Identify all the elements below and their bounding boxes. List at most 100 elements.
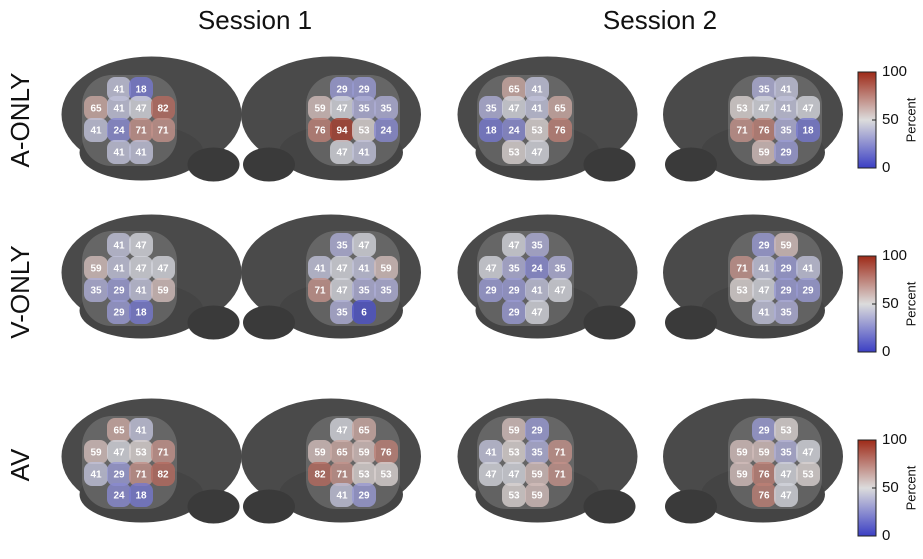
electrode-label: 47 (531, 148, 543, 159)
electrode-label: 47 (508, 470, 520, 481)
electrode-label: 47 (780, 491, 792, 502)
electrode-label: 65 (554, 104, 566, 115)
electrode-label: 71 (736, 264, 748, 275)
electrode-label: 53 (508, 491, 520, 502)
electrode-label: 29 (358, 85, 370, 96)
electrode-label: 41 (135, 426, 147, 437)
electrode-label: 41 (802, 264, 814, 275)
colorbar-tick-label: 50 (882, 295, 899, 312)
electrode-label: 65 (113, 426, 125, 437)
electrode-label: 41 (758, 308, 770, 319)
electrode-label: 53 (780, 426, 792, 437)
electrode-label: 59 (90, 264, 102, 275)
colorbar-label: Percent (903, 97, 918, 142)
electrode-label: 24 (531, 264, 543, 275)
cerebellum (665, 306, 717, 340)
electrode-label: 41 (90, 470, 102, 481)
electrode-label: 47 (135, 264, 147, 275)
electrode-label: 29 (802, 286, 814, 297)
electrode-label: 47 (135, 241, 147, 252)
electrode-label: 53 (358, 470, 370, 481)
electrode-label: 65 (336, 448, 348, 459)
figure: Session 1 Session 2 A-ONLY V-ONLY AV 411… (0, 0, 923, 559)
electrode-label: 47 (485, 470, 497, 481)
electrode-label: 59 (758, 448, 770, 459)
electrode-label: 29 (758, 426, 770, 437)
electrode-label: 59 (358, 448, 370, 459)
colorbar-label: Percent (903, 281, 918, 326)
electrode-label: 41 (358, 264, 370, 275)
electrode-label: 29 (508, 308, 520, 319)
electrode-label: 47 (113, 448, 125, 459)
electrode-label: 59 (508, 426, 520, 437)
electrode-label: 35 (485, 104, 497, 115)
electrode-label: 41 (780, 85, 792, 96)
electrode-label: 29 (780, 264, 792, 275)
row-label: V-ONLY (5, 245, 35, 338)
electrode-label: 41 (531, 85, 543, 96)
electrode-label: 18 (135, 491, 147, 502)
electrode-label: 71 (736, 126, 748, 137)
cerebellum (188, 306, 240, 340)
cerebellum (243, 306, 295, 340)
electrode-label: 47 (531, 308, 543, 319)
electrode-label: 29 (758, 241, 770, 252)
electrode-label: 24 (113, 126, 125, 137)
electrode-label: 47 (802, 104, 814, 115)
electrode-label: 41 (780, 104, 792, 115)
electrode-label: 65 (90, 104, 102, 115)
electrode-label: 82 (314, 470, 326, 481)
electrode-label: 59 (736, 448, 748, 459)
electrode-label: 29 (531, 426, 543, 437)
electrode-label: 6 (361, 308, 367, 319)
electrode-label: 41 (113, 241, 125, 252)
cerebellum (243, 148, 295, 182)
electrode-label: 59 (314, 448, 326, 459)
electrode-label: 47 (157, 264, 169, 275)
electrode-label: 29 (358, 491, 370, 502)
electrode-label: 47 (802, 448, 814, 459)
electrode-label: 59 (90, 448, 102, 459)
electrode-label: 29 (485, 286, 497, 297)
electrode-label: 35 (780, 308, 792, 319)
electrode-label: 41 (135, 286, 147, 297)
electrode-label: 18 (802, 126, 814, 137)
electrode-label: 59 (780, 241, 792, 252)
electrode-label: 18 (135, 308, 147, 319)
electrode-label: 35 (780, 448, 792, 459)
electrode-label: 53 (358, 126, 370, 137)
electrode-label: 41 (113, 85, 125, 96)
electrode-label: 59 (380, 264, 392, 275)
electrode-label: 24 (508, 126, 520, 137)
electrode-label: 47 (485, 264, 497, 275)
column-title: Session 1 (198, 5, 312, 35)
electrode-label: 29 (780, 148, 792, 159)
cerebellum (188, 148, 240, 182)
colorbar-tick-label: 50 (882, 111, 899, 128)
electrode-label: 82 (157, 470, 169, 481)
electrode-label: 29 (508, 286, 520, 297)
electrode-label: 47 (336, 286, 348, 297)
electrode-label: 76 (758, 126, 770, 137)
electrode-label: 76 (758, 491, 770, 502)
electrode-label: 41 (358, 148, 370, 159)
electrode-label: 35 (380, 286, 392, 297)
cerebellum (188, 490, 240, 524)
colorbar-label: Percent (903, 465, 918, 510)
electrode-label: 41 (113, 148, 125, 159)
electrode-label: 53 (380, 470, 392, 481)
electrode-label: 29 (113, 470, 125, 481)
cerebellum (584, 490, 636, 524)
electrode-label: 41 (758, 264, 770, 275)
electrode-label: 71 (135, 470, 147, 481)
electrode-label: 71 (135, 126, 147, 137)
electrode-label: 65 (358, 426, 370, 437)
electrode-label: 29 (780, 286, 792, 297)
electrode-label: 47 (336, 264, 348, 275)
electrode-label: 35 (90, 286, 102, 297)
electrode-label: 47 (336, 104, 348, 115)
electrode-label: 47 (554, 286, 566, 297)
electrode-label: 82 (157, 104, 169, 115)
electrode-label: 59 (531, 491, 543, 502)
electrode-label: 35 (508, 264, 520, 275)
